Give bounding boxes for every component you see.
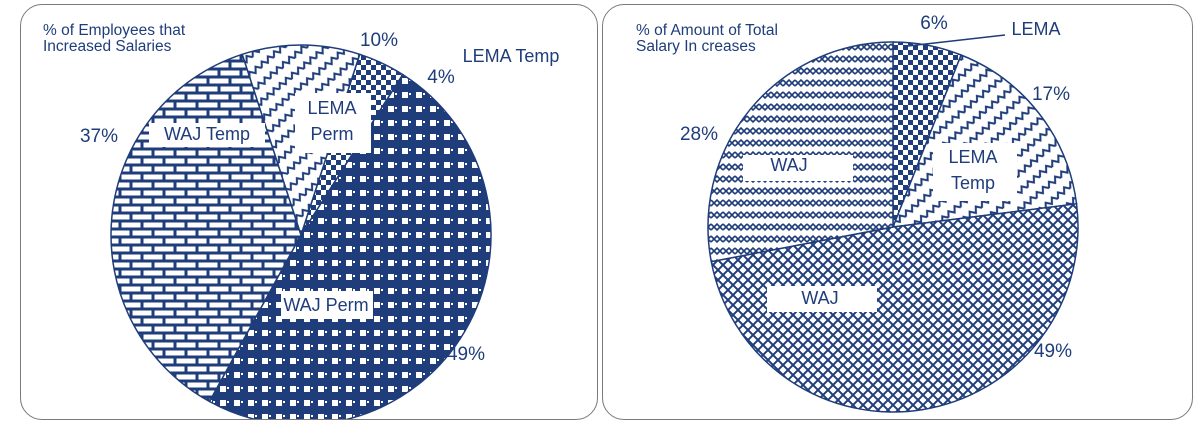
label-background: [743, 155, 853, 181]
slice-label: WAJ: [801, 288, 838, 308]
pie-chart-employees: 4% LEMA Temp 49% WAJ Perm 37% WAJ Temp 10% LEMA…: [80, 30, 560, 419]
chart-panel-amount: % of Amount of Total Salary In creases 6…: [602, 4, 1193, 420]
label-background: [281, 291, 373, 319]
slice-label: WAJ Perm: [283, 295, 368, 315]
label-background: [933, 143, 1017, 201]
data-label: 49%: [447, 344, 485, 365]
slice-label-line1: LEMA: [307, 98, 356, 118]
slice-label-line1: LEMA: [948, 147, 997, 167]
leader-line: [907, 34, 1006, 47]
chart-title-line2: Increased Salaries: [43, 38, 172, 55]
data-label: 6%: [920, 13, 948, 34]
data-label: 37%: [80, 126, 118, 147]
slice-label-line2: Temp: [951, 173, 995, 193]
chart-title-line1: % of Amount of Total: [636, 22, 778, 39]
data-label: 17%: [1032, 84, 1070, 105]
pie-slice-waj-perm: [710, 202, 1079, 413]
label-background: [149, 123, 265, 147]
slice-label: LEMA Temp: [463, 46, 560, 66]
data-label: 49%: [1034, 341, 1072, 362]
label-background: [767, 286, 877, 312]
chart-title-line1: % of Employees that: [43, 22, 186, 39]
chart-title: % of Employees that Increased Salaries: [43, 23, 185, 55]
label-background: [295, 93, 371, 153]
slice-label: LEMA: [1011, 19, 1060, 39]
chart-title-line2: Salary In creases: [636, 38, 756, 55]
pie-slice-waj-temp: [707, 41, 894, 263]
chart-title: % of Amount of Total Salary In creases: [636, 23, 778, 55]
chart-panel-employees: % of Employees that Increased Salaries 4…: [20, 4, 598, 420]
slice-label: WAJ Temp: [164, 124, 250, 144]
slice-label: WAJ: [770, 155, 807, 175]
pie-chart-amount: 6% LEMA 17% LEMA Temp 49% WAJ 28% WAJ: [680, 13, 1079, 413]
data-label: 10%: [360, 30, 398, 51]
pie-slice-waj-perm: [208, 73, 492, 419]
data-label: 4%: [427, 67, 455, 88]
data-label: 28%: [680, 124, 718, 145]
slice-label-line2: Perm: [310, 124, 353, 144]
